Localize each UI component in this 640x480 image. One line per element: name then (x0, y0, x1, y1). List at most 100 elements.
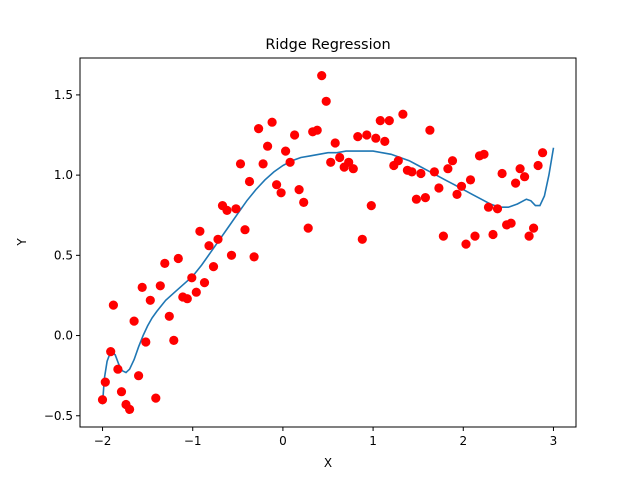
data-point (244, 176, 255, 187)
data-point (357, 234, 367, 244)
data-point (456, 181, 467, 191)
data-point (371, 133, 381, 143)
plot-frame (79, 57, 577, 428)
y-tick-label: 1.0 (54, 168, 73, 182)
data-point (366, 201, 376, 211)
data-point (533, 160, 543, 171)
data-point (294, 185, 304, 195)
data-point (137, 282, 147, 292)
data-point (384, 116, 394, 126)
data-point (411, 194, 421, 204)
data-point (160, 258, 170, 268)
data-point (106, 347, 116, 357)
y-axis-ticks: −0.5 0.0 0.5 1.0 1.5 (44, 88, 80, 423)
data-point (195, 226, 205, 236)
data-point (375, 116, 385, 126)
x-tick-label: 3 (550, 434, 558, 448)
data-point (470, 231, 480, 241)
data-point (254, 124, 264, 134)
data-point (100, 377, 110, 387)
data-point (416, 168, 426, 179)
data-point (520, 172, 530, 182)
data-point (438, 231, 448, 241)
scatter-points-layer (97, 71, 548, 414)
data-point (125, 404, 135, 414)
x-tick-label: 2 (459, 434, 467, 448)
data-point (380, 136, 390, 146)
data-point (151, 393, 161, 403)
data-point (222, 205, 232, 215)
data-point (290, 130, 300, 140)
data-point (506, 218, 516, 228)
data-point (492, 204, 503, 214)
data-point (452, 189, 462, 199)
data-point (330, 138, 340, 148)
data-point (240, 225, 250, 235)
y-tick-label: 1.5 (54, 88, 73, 102)
data-point (299, 197, 309, 207)
data-point (231, 204, 241, 214)
data-point (321, 96, 331, 106)
y-axis-label: Y (15, 238, 29, 247)
data-point (249, 252, 259, 262)
data-point (303, 223, 313, 233)
x-tick-label: −2 (94, 434, 112, 448)
data-point (335, 152, 345, 163)
data-point (199, 278, 210, 288)
data-point (134, 371, 144, 381)
data-point (317, 71, 327, 81)
data-point (312, 125, 322, 135)
data-point (362, 130, 372, 140)
data-point (393, 156, 403, 166)
data-point (141, 337, 151, 347)
data-point (524, 231, 534, 241)
data-point (326, 157, 336, 167)
data-point (420, 193, 430, 203)
data-point (258, 159, 268, 169)
data-point (113, 364, 123, 374)
data-point (272, 180, 282, 190)
data-point (213, 234, 223, 244)
data-point (443, 164, 453, 174)
data-point (461, 239, 471, 249)
data-point (263, 141, 273, 151)
data-point (353, 132, 363, 142)
data-point (97, 395, 108, 405)
data-point (187, 273, 197, 283)
data-point (155, 281, 165, 291)
data-point (285, 157, 295, 167)
chart-title: Ridge Regression (265, 37, 390, 53)
y-tick-label: −0.5 (44, 409, 73, 423)
data-point (235, 159, 246, 169)
y-tick-label: 0.5 (54, 248, 73, 262)
data-point (515, 164, 525, 174)
data-point (164, 311, 174, 321)
x-tick-label: 1 (369, 434, 377, 448)
data-point (398, 109, 408, 119)
data-point (226, 250, 237, 260)
data-point (116, 387, 127, 397)
data-point (510, 178, 521, 188)
x-axis-label: X (324, 456, 332, 470)
data-point (488, 229, 498, 240)
data-point (429, 167, 439, 177)
data-point (191, 287, 201, 297)
data-point (348, 164, 358, 174)
axes-frame (79, 57, 577, 428)
data-point (129, 316, 139, 326)
data-point (169, 335, 179, 345)
data-point (479, 149, 489, 159)
data-point (276, 188, 286, 198)
data-point (529, 223, 539, 233)
data-point (204, 241, 214, 251)
data-point (497, 168, 507, 179)
data-point (483, 202, 494, 212)
x-axis-ticks: −2 −1 0 1 2 3 (94, 427, 558, 448)
data-point (182, 294, 192, 304)
x-tick-label: −1 (184, 434, 202, 448)
data-point (538, 148, 548, 158)
data-point (281, 146, 291, 156)
data-point (208, 262, 219, 272)
x-tick-label: 0 (279, 434, 287, 448)
